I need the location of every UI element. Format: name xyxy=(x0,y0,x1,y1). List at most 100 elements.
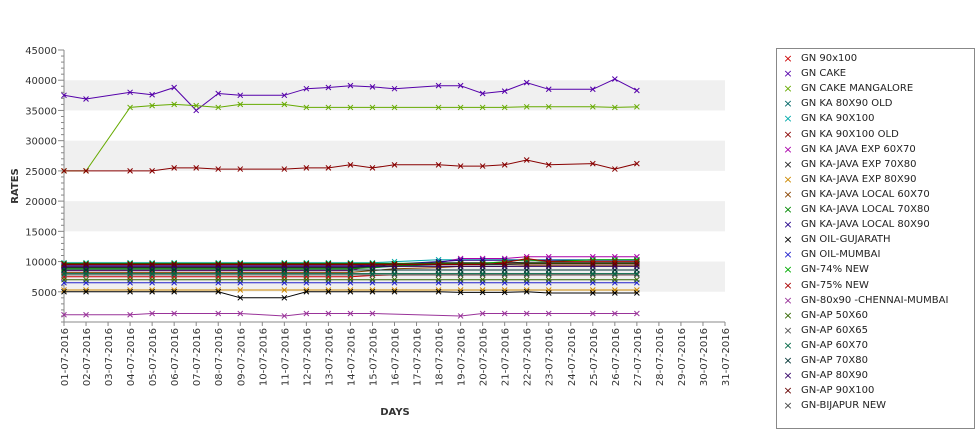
data-point xyxy=(171,84,178,91)
data-point xyxy=(127,261,133,267)
x-tick-label: 15-07-2016 xyxy=(368,328,379,386)
data-point xyxy=(589,310,596,317)
data-point xyxy=(391,104,398,111)
data-point xyxy=(325,288,332,295)
data-point xyxy=(634,258,640,265)
data-point xyxy=(391,261,398,267)
data-point xyxy=(303,263,310,270)
data-point xyxy=(545,103,552,110)
data-point xyxy=(523,79,530,86)
x-tick-label: 16-07-2016 xyxy=(391,328,402,386)
data-point xyxy=(611,310,618,317)
legend-label: GN KA-JAVA LOCAL 60X70 xyxy=(801,188,930,200)
data-point xyxy=(457,104,464,111)
x-tick-label: 18-07-2016 xyxy=(435,328,446,386)
data-point xyxy=(369,104,376,111)
legend-marker-icon: × xyxy=(783,52,793,65)
data-point xyxy=(589,258,596,265)
grid-band xyxy=(64,80,725,111)
x-tick-label: 14-07-2016 xyxy=(346,328,357,386)
y-tick-label: 30000 xyxy=(25,137,57,148)
data-point xyxy=(325,84,332,91)
data-point xyxy=(61,261,67,267)
legend: × GN 90x100 × GN CAKE × GN CAKE MANGALORE × GN … xyxy=(776,48,975,429)
data-point xyxy=(634,276,640,283)
x-axis-title: DAYS xyxy=(380,407,410,418)
data-point xyxy=(347,82,354,89)
x-tick-label: 24-07-2016 xyxy=(567,328,578,386)
x-tick-label: 28-07-2016 xyxy=(655,328,666,386)
data-point xyxy=(501,88,508,94)
data-point xyxy=(611,104,618,111)
x-tick-label: 25-07-2016 xyxy=(589,328,600,386)
legend-marker-icon: × xyxy=(783,293,793,307)
legend-label: GN KA-JAVA LOCAL 70X80 xyxy=(801,204,930,215)
x-tick-label: 01-07-2016 xyxy=(60,328,71,386)
data-point xyxy=(325,276,332,283)
data-point xyxy=(501,289,508,296)
data-point xyxy=(149,261,155,267)
data-point xyxy=(171,165,178,171)
y-axis-title: RATES xyxy=(10,168,21,204)
data-point xyxy=(303,276,310,283)
data-point xyxy=(545,258,552,265)
data-point xyxy=(589,160,596,167)
data-point xyxy=(171,276,178,283)
data-point xyxy=(369,261,376,267)
data-point xyxy=(171,261,178,267)
data-point xyxy=(237,92,244,99)
series-12 xyxy=(61,288,640,301)
data-point xyxy=(127,168,133,174)
legend-marker-icon: × xyxy=(783,142,793,156)
legend-marker-icon: × xyxy=(783,127,793,141)
legend-label: GN-AP 80X90 xyxy=(801,370,868,382)
x-tick-label: 06-07-2016 xyxy=(170,328,181,386)
data-point xyxy=(479,310,486,317)
data-point xyxy=(61,168,67,174)
x-axis: 01-07-2016 02-07-2016 03-07-2016 04-07-2016… xyxy=(60,321,732,386)
y-tick-label: 45000 xyxy=(25,46,57,57)
legend-marker-icon: × xyxy=(783,67,793,81)
legend-marker-icon: × xyxy=(783,187,793,201)
data-point xyxy=(545,290,552,296)
data-point xyxy=(501,287,508,293)
data-point xyxy=(325,261,332,267)
data-point xyxy=(303,288,310,295)
data-point xyxy=(83,168,89,174)
legend-label: GN-AP 50X60 xyxy=(801,309,868,321)
data-point xyxy=(369,288,376,295)
legend-marker-icon: × xyxy=(783,172,793,186)
data-point xyxy=(523,276,530,283)
data-point xyxy=(171,263,178,270)
data-point xyxy=(83,288,89,295)
x-tick-label: 12-07-2016 xyxy=(302,328,313,386)
data-point xyxy=(369,165,376,171)
data-point xyxy=(369,276,376,283)
data-point xyxy=(435,261,442,267)
data-point xyxy=(237,287,244,293)
series-line xyxy=(64,259,637,264)
legend-label: GN-AP 70X80 xyxy=(801,355,868,366)
data-point xyxy=(634,290,640,296)
data-point xyxy=(149,168,155,174)
x-tick-label: 27-07-2016 xyxy=(633,328,644,386)
data-point xyxy=(171,288,178,295)
data-point xyxy=(369,310,376,317)
data-point xyxy=(149,288,155,295)
data-point xyxy=(281,276,288,283)
data-point xyxy=(325,104,332,111)
data-point xyxy=(479,163,486,169)
x-tick-label: 30-07-2016 xyxy=(699,328,710,386)
data-point xyxy=(479,90,486,97)
series-line xyxy=(64,257,637,266)
data-point xyxy=(215,276,222,283)
data-point xyxy=(347,263,354,270)
legend-marker-icon: × xyxy=(783,338,793,352)
data-point xyxy=(457,263,464,270)
data-point xyxy=(127,104,133,111)
data-point xyxy=(127,263,133,270)
data-point xyxy=(391,276,398,283)
legend-label: GN KA 80X90 OLD xyxy=(801,98,893,110)
data-point xyxy=(61,288,67,295)
data-point xyxy=(127,311,133,318)
